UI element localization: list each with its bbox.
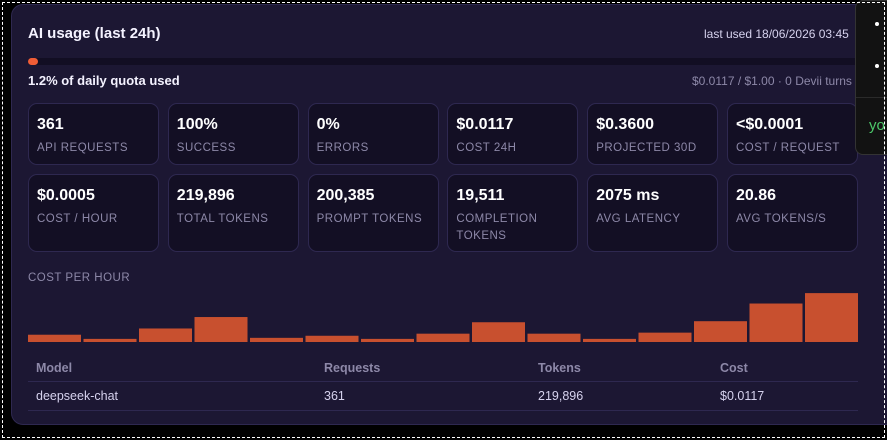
- stat-value: $0.0005: [37, 187, 95, 204]
- column-header-tokens: Tokens: [530, 355, 712, 382]
- stat-label: API REQUESTS: [37, 142, 128, 154]
- column-header-cost: Cost: [712, 355, 858, 382]
- column-header-model: Model: [28, 355, 316, 382]
- cell-tokens: 219,896: [530, 381, 712, 411]
- quota-used-label: 1.2% of daily quota used: [28, 73, 180, 88]
- cell-cost: $0.0117: [712, 381, 858, 411]
- stat-value: $0.3600: [596, 116, 655, 133]
- table-header-row: Model Requests Tokens Cost: [28, 355, 858, 382]
- toast-message: yo: [869, 117, 885, 134]
- cost-bar: [472, 322, 525, 342]
- stat-value: <$0.0001: [735, 116, 804, 133]
- cost-bar: [583, 338, 636, 342]
- stat-value: 100%: [176, 116, 218, 133]
- stat-card-projected-30d: $0.3600 PROJECTED 30D: [587, 103, 719, 165]
- cost-bar: [250, 337, 303, 342]
- cost-bar: [694, 321, 747, 342]
- stat-value: 0%: [316, 116, 340, 133]
- cost-bar: [305, 335, 359, 342]
- cost-per-hour-title: COST PER HOUR: [28, 272, 131, 284]
- stat-label: ERRORS: [316, 142, 369, 154]
- cell-requests: 361: [316, 381, 530, 411]
- quota-cost-detail: $0.0117 / $1.00 · 0 Devii turns: [692, 74, 852, 88]
- model-usage-table: Model Requests Tokens Cost deepseek-chat…: [28, 355, 858, 411]
- stat-label: AVG TOKENS/S: [735, 213, 827, 225]
- stat-label: COST / REQUEST: [735, 142, 840, 154]
- stat-value: 200,385: [316, 187, 375, 204]
- cost-per-hour-chart: [28, 293, 858, 342]
- stat-card-cost-per-hour: $0.0005 COST / HOUR: [28, 174, 159, 252]
- table-row: deepseek-chat 361 219,896 $0.0117: [28, 381, 858, 411]
- stat-value: 2075 ms: [596, 187, 660, 204]
- toast-divider: [856, 97, 887, 98]
- bullet-icon: [875, 22, 879, 26]
- stat-card-errors: 0% ERRORS: [307, 103, 439, 165]
- cost-bar: [361, 338, 414, 342]
- stat-value: 20.86: [735, 187, 777, 204]
- bullet-icon: [875, 64, 879, 68]
- stat-card-api-requests: 361 API REQUESTS: [28, 103, 159, 165]
- cost-bar: [139, 328, 192, 342]
- stat-card-avg-latency: 2075 ms AVG LATENCY: [587, 174, 719, 252]
- cell-model: deepseek-chat: [28, 381, 316, 411]
- stat-value: 361: [37, 116, 64, 133]
- cost-bar: [28, 334, 81, 342]
- cost-bar: [527, 333, 581, 342]
- stat-label: AVG LATENCY: [596, 213, 681, 225]
- cost-bar: [194, 317, 248, 342]
- stat-value: 219,896: [176, 187, 235, 204]
- cost-bar: [638, 332, 692, 342]
- quota-progress-track: [28, 58, 858, 65]
- stat-card-cost-per-request: <$0.0001 COST / REQUEST: [726, 103, 858, 165]
- last-used-timestamp: last used 18/06/2026 03:45: [704, 27, 849, 41]
- quota-progress-fill: [28, 58, 38, 65]
- stat-value: $0.0117: [456, 116, 514, 133]
- cost-bar: [83, 338, 137, 342]
- stat-label: SUCCESS: [176, 142, 236, 154]
- stat-value: 19,511: [456, 187, 505, 204]
- cost-bar: [749, 303, 803, 342]
- stat-label: PROJECTED 30D: [596, 142, 697, 154]
- stat-card-cost-24h: $0.0117 COST 24H: [447, 103, 579, 165]
- cost-bar: [416, 333, 470, 342]
- stat-card-completion-tokens: 19,511 COMPLETION TOKENS: [447, 174, 579, 252]
- cost-bar: [805, 293, 858, 342]
- stat-label: COMPLETION TOKENS: [456, 213, 538, 242]
- stat-label: TOTAL TOKENS: [176, 213, 269, 225]
- stat-card-total-tokens: 219,896 TOTAL TOKENS: [167, 174, 299, 252]
- stat-card-success: 100% SUCCESS: [167, 103, 299, 165]
- panel-title: AI usage (last 24h): [28, 25, 161, 42]
- stat-card-prompt-tokens: 200,385 PROMPT TOKENS: [307, 174, 439, 252]
- stat-label: COST / HOUR: [37, 213, 118, 225]
- stat-card-avg-tokens-per-second: 20.86 AVG TOKENS/S: [726, 174, 858, 252]
- stat-label: COST 24H: [456, 142, 517, 154]
- stats-grid: 361 API REQUESTS 100% SUCCESS 0% ERRORS …: [28, 103, 858, 252]
- toast-notification[interactable]: yo: [855, 0, 887, 155]
- column-header-requests: Requests: [316, 355, 530, 382]
- stat-label: PROMPT TOKENS: [316, 213, 423, 225]
